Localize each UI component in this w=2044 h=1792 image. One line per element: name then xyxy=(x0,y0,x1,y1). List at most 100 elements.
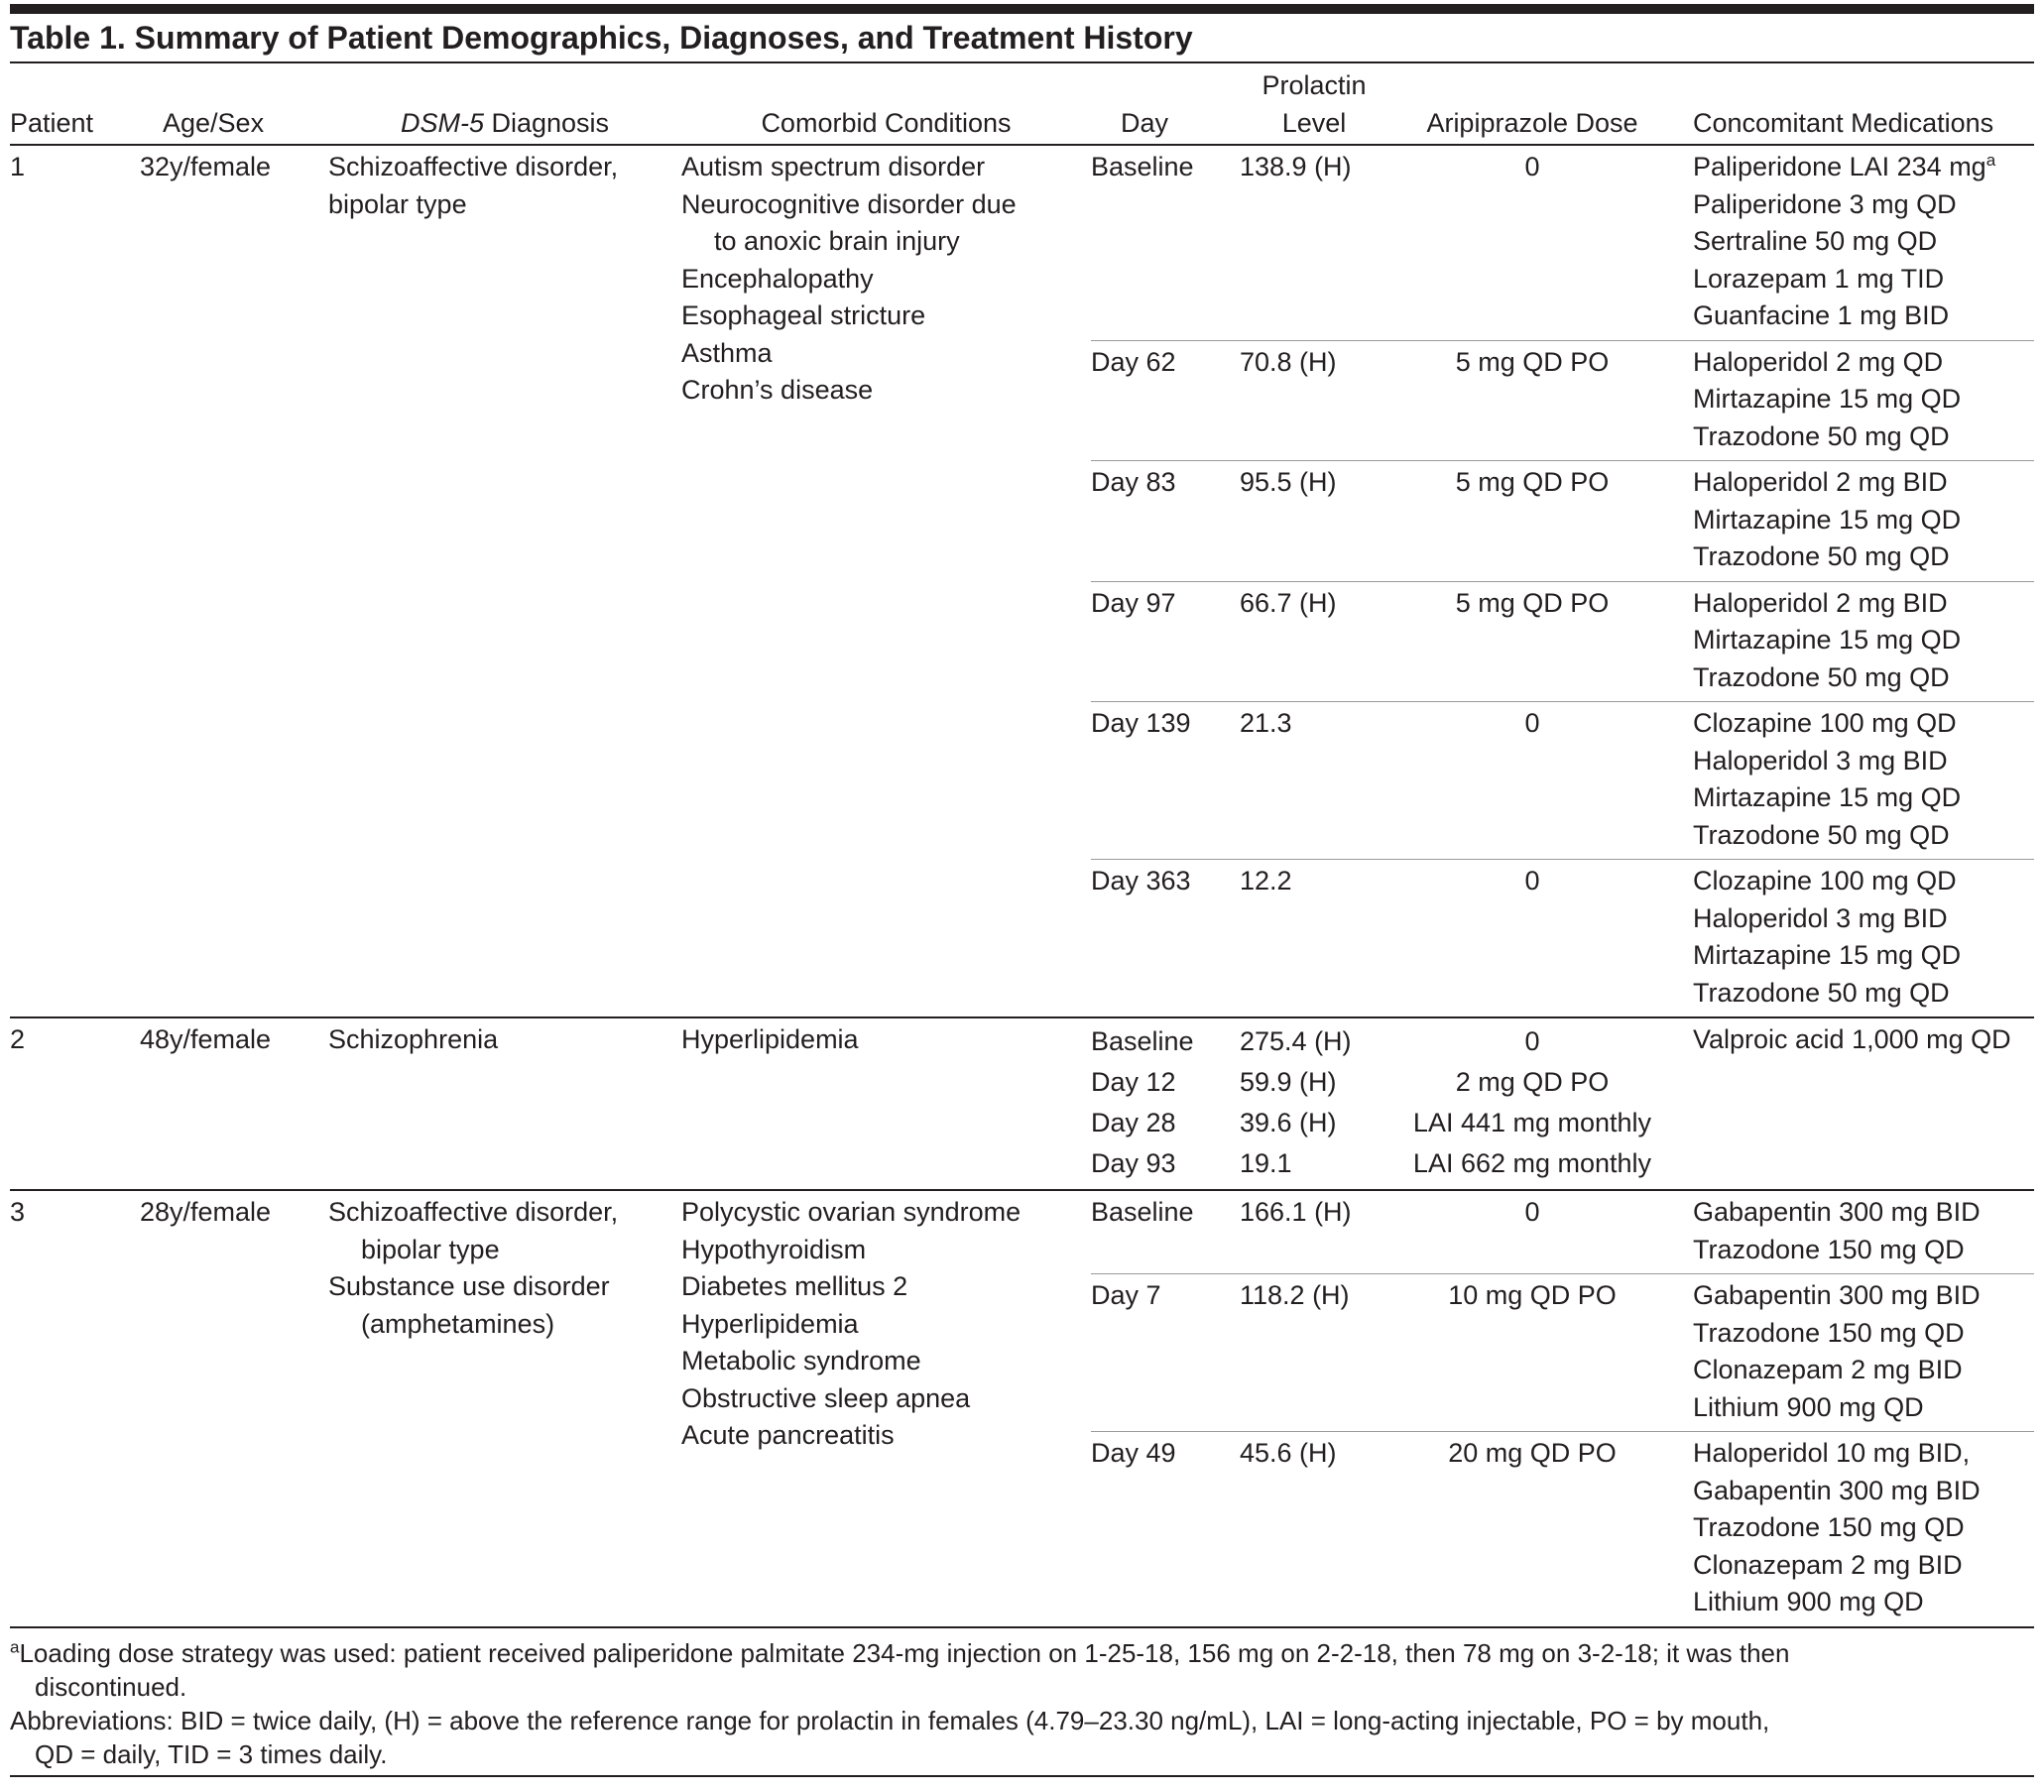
diagnosis-line: Substance use disorder xyxy=(328,1271,610,1301)
aripiprazole-dose: 0 xyxy=(1524,1026,1540,1056)
diagnosis-cell: Schizoaffective disorder, bipolar type Sub… xyxy=(328,1189,681,1627)
prolactin-level: 166.1 (H) xyxy=(1240,1197,1352,1227)
comorbid-condition: Autism spectrum disorder xyxy=(681,152,986,181)
footnote-text: Loading dose strategy was used: patient … xyxy=(19,1637,1790,1668)
aripiprazole-dose: 2 mg QD PO xyxy=(1455,1067,1610,1097)
diagnosis-line: Schizoaffective disorder, xyxy=(328,1197,619,1227)
medication: Clozapine 100 mg QD xyxy=(1693,708,1957,738)
aripiprazole-dose: 0 xyxy=(1524,1197,1540,1227)
footnote: aLoading dose strategy was used: patient… xyxy=(10,1636,2034,1704)
comorbid-condition: Asthma xyxy=(681,337,773,368)
prolactin-level-cell: 12.2 xyxy=(1240,859,1388,1017)
comorbid-condition: Obstructive sleep apnea xyxy=(681,1382,971,1413)
aripiprazole-dose: LAI 662 mg monthly xyxy=(1412,1148,1652,1178)
comorbid-condition: Hyperlipidemia xyxy=(681,1024,859,1054)
aripiprazole-dose-cell: 0 2 mg QD PO LAI 441 mg monthly LAI 662 mg … xyxy=(1388,1016,1676,1190)
medication: Paliperidone LAI 234 mga xyxy=(1693,149,2034,186)
day: Baseline xyxy=(1091,1197,1194,1227)
prolactin-level-cell: 118.2 (H) xyxy=(1240,1273,1388,1432)
medications-cell: Haloperidol 2 mg BID Mirtazapine 15 mg QD… xyxy=(1676,580,2034,702)
medication: Mirtazapine 15 mg QD xyxy=(1693,384,1962,414)
prolactin-level: 12.2 xyxy=(1240,866,1292,896)
medication: Trazodone 50 mg QD xyxy=(1693,420,1950,451)
medication: Gabapentin 300 mg BID xyxy=(1693,1197,1981,1227)
column-header: Aripiprazole Dose xyxy=(1426,107,1638,138)
comorbid-condition: Esophageal stricture xyxy=(681,300,926,330)
header-line: Level xyxy=(1281,107,1347,138)
header-line: Prolactin xyxy=(1262,70,1367,100)
day-cell: Day 62 xyxy=(1091,339,1240,461)
prolactin-level: 21.3 xyxy=(1240,708,1292,738)
medication: Haloperidol 3 mg BID xyxy=(1693,745,1948,776)
column-header: Comorbid Conditions xyxy=(761,107,1012,138)
footnotes: aLoading dose strategy was used: patient… xyxy=(10,1628,2034,1771)
aripiprazole-dose-cell: 0 xyxy=(1388,859,1676,1017)
medications-cell: Haloperidol 2 mg BID Mirtazapine 15 mg QD… xyxy=(1676,460,2034,581)
table-row: Day 49 45.6 (H) 20 mg QD PO Haloperidol 10 … xyxy=(10,1431,2034,1627)
comorbid-cell: Hyperlipidemia xyxy=(681,1016,1091,1190)
prolactin-level: 39.6 (H) xyxy=(1240,1108,1337,1137)
medication: Gabapentin 300 mg BID xyxy=(1693,1280,1981,1310)
footnote-text: discontinued. xyxy=(35,1671,187,1702)
prolactin-level: 95.5 (H) xyxy=(1240,467,1337,497)
comorbid-condition: Diabetes mellitus 2 xyxy=(681,1271,908,1301)
diagnosis: Schizoaffective disorder, xyxy=(328,152,619,181)
medication: Mirtazapine 15 mg QD xyxy=(1693,504,1962,535)
abbreviations-line: QD = daily, TID = 3 times daily. xyxy=(35,1738,388,1769)
medication: Gabapentin 300 mg BID xyxy=(1693,1475,1981,1505)
medications-cell: Haloperidol 2 mg QD Mirtazapine 15 mg QD T… xyxy=(1676,339,2034,461)
footnote-marker: a xyxy=(10,1636,20,1656)
medication: Clozapine 100 mg QD xyxy=(1693,866,1957,896)
table-row: Day 363 12.2 0 Clozapine 100 mg QD Haloperid… xyxy=(10,859,2034,1017)
table-row: Day 7 118.2 (H) 10 mg QD PO Gabapentin 300 … xyxy=(10,1273,2034,1432)
day: Baseline xyxy=(1091,1026,1194,1056)
medication: Trazodone 150 mg QD xyxy=(1693,1512,1965,1542)
diagnosis-cell: Schizoaffective disorder, bipolar type xyxy=(328,145,681,1017)
medication: Lithium 900 mg QD xyxy=(1693,1391,1924,1422)
comorbid-condition: Metabolic syndrome xyxy=(681,1346,921,1375)
column-header: Prolactin Level xyxy=(1240,62,1388,145)
medication: Trazodone 150 mg QD xyxy=(1693,1234,1965,1264)
medication: Haloperidol 2 mg QD xyxy=(1693,346,1944,377)
day: Day 49 xyxy=(1091,1438,1176,1468)
prolactin-level-cell: 95.5 (H) xyxy=(1240,460,1388,581)
comorbid-condition: Polycystic ovarian syndrome xyxy=(681,1197,1022,1227)
day-cell: Day 139 xyxy=(1091,701,1240,860)
prolactin-level-cell: 166.1 (H) xyxy=(1240,1189,1388,1274)
age-sex: 28y/female xyxy=(140,1189,328,1627)
aripiprazole-dose-cell: 5 mg QD PO xyxy=(1388,460,1676,581)
comorbid-condition: Crohn’s disease xyxy=(681,375,874,405)
aripiprazole-dose-cell: 10 mg QD PO xyxy=(1388,1273,1676,1432)
medication: Paliperidone 3 mg QD xyxy=(1693,188,1957,219)
aripiprazole-dose: 5 mg QD PO xyxy=(1455,346,1610,377)
aripiprazole-dose-cell: 5 mg QD PO xyxy=(1388,339,1676,461)
aripiprazole-dose-cell: 0 xyxy=(1388,1189,1676,1274)
patient-id: 2 xyxy=(10,1016,140,1190)
day: Baseline xyxy=(1091,152,1194,181)
day-cell: Baseline xyxy=(1091,145,1240,340)
aripiprazole-dose-cell: 0 xyxy=(1388,701,1676,860)
footnote-line: aLoading dose strategy was used: patient… xyxy=(10,1636,2034,1670)
day: Day 62 xyxy=(1091,346,1176,377)
column-header: Day xyxy=(1121,107,1169,138)
medications-cell: Clozapine 100 mg QD Haloperidol 3 mg BID M… xyxy=(1676,701,2034,860)
aripiprazole-dose: 0 xyxy=(1524,866,1540,896)
header-italic: DSM-5 xyxy=(400,107,484,138)
aripiprazole-dose: 10 mg QD PO xyxy=(1448,1280,1617,1310)
document: Table 1. Summary of Patient Demographics… xyxy=(10,4,2034,1777)
age-sex: 48y/female xyxy=(140,1016,328,1190)
day-cell: Day 363 xyxy=(1091,859,1240,1017)
medication: Clonazepam 2 mg BID xyxy=(1693,1549,1963,1580)
comorbid-cell: Autism spectrum disorder Neurocognitive d… xyxy=(681,145,1091,1017)
medication: Haloperidol 10 mg BID, xyxy=(1693,1438,1971,1468)
comorbid-cell: Polycystic ovarian syndrome Hypothyroidis… xyxy=(681,1189,1091,1627)
medications-cell: Gabapentin 300 mg BID Trazodone 150 mg QD xyxy=(1676,1189,2034,1274)
table-title: Table 1. Summary of Patient Demographics… xyxy=(10,20,1193,56)
footnote-marker: a xyxy=(1985,151,1996,170)
diagnosis-line: bipolar type xyxy=(361,1234,500,1264)
diagnosis: bipolar type xyxy=(328,188,467,219)
medication: Haloperidol 2 mg BID xyxy=(1693,587,1948,618)
prolactin-level: 275.4 (H) xyxy=(1240,1026,1352,1056)
prolactin-level: 66.7 (H) xyxy=(1240,587,1337,618)
medication: Mirtazapine 15 mg QD xyxy=(1693,625,1962,655)
